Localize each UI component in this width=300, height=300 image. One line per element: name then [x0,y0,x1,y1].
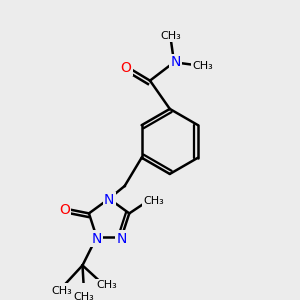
Text: O: O [121,61,131,75]
Text: N: N [116,232,127,246]
Text: CH₃: CH₃ [161,32,182,41]
Text: CH₃: CH₃ [96,280,117,290]
Text: N: N [104,193,114,207]
Text: CH₃: CH₃ [51,286,72,296]
Text: O: O [59,203,70,217]
Text: CH₃: CH₃ [192,61,213,71]
Text: CH₃: CH₃ [143,196,164,206]
Text: CH₃: CH₃ [74,292,94,300]
Text: N: N [170,55,181,69]
Text: N: N [92,232,102,246]
